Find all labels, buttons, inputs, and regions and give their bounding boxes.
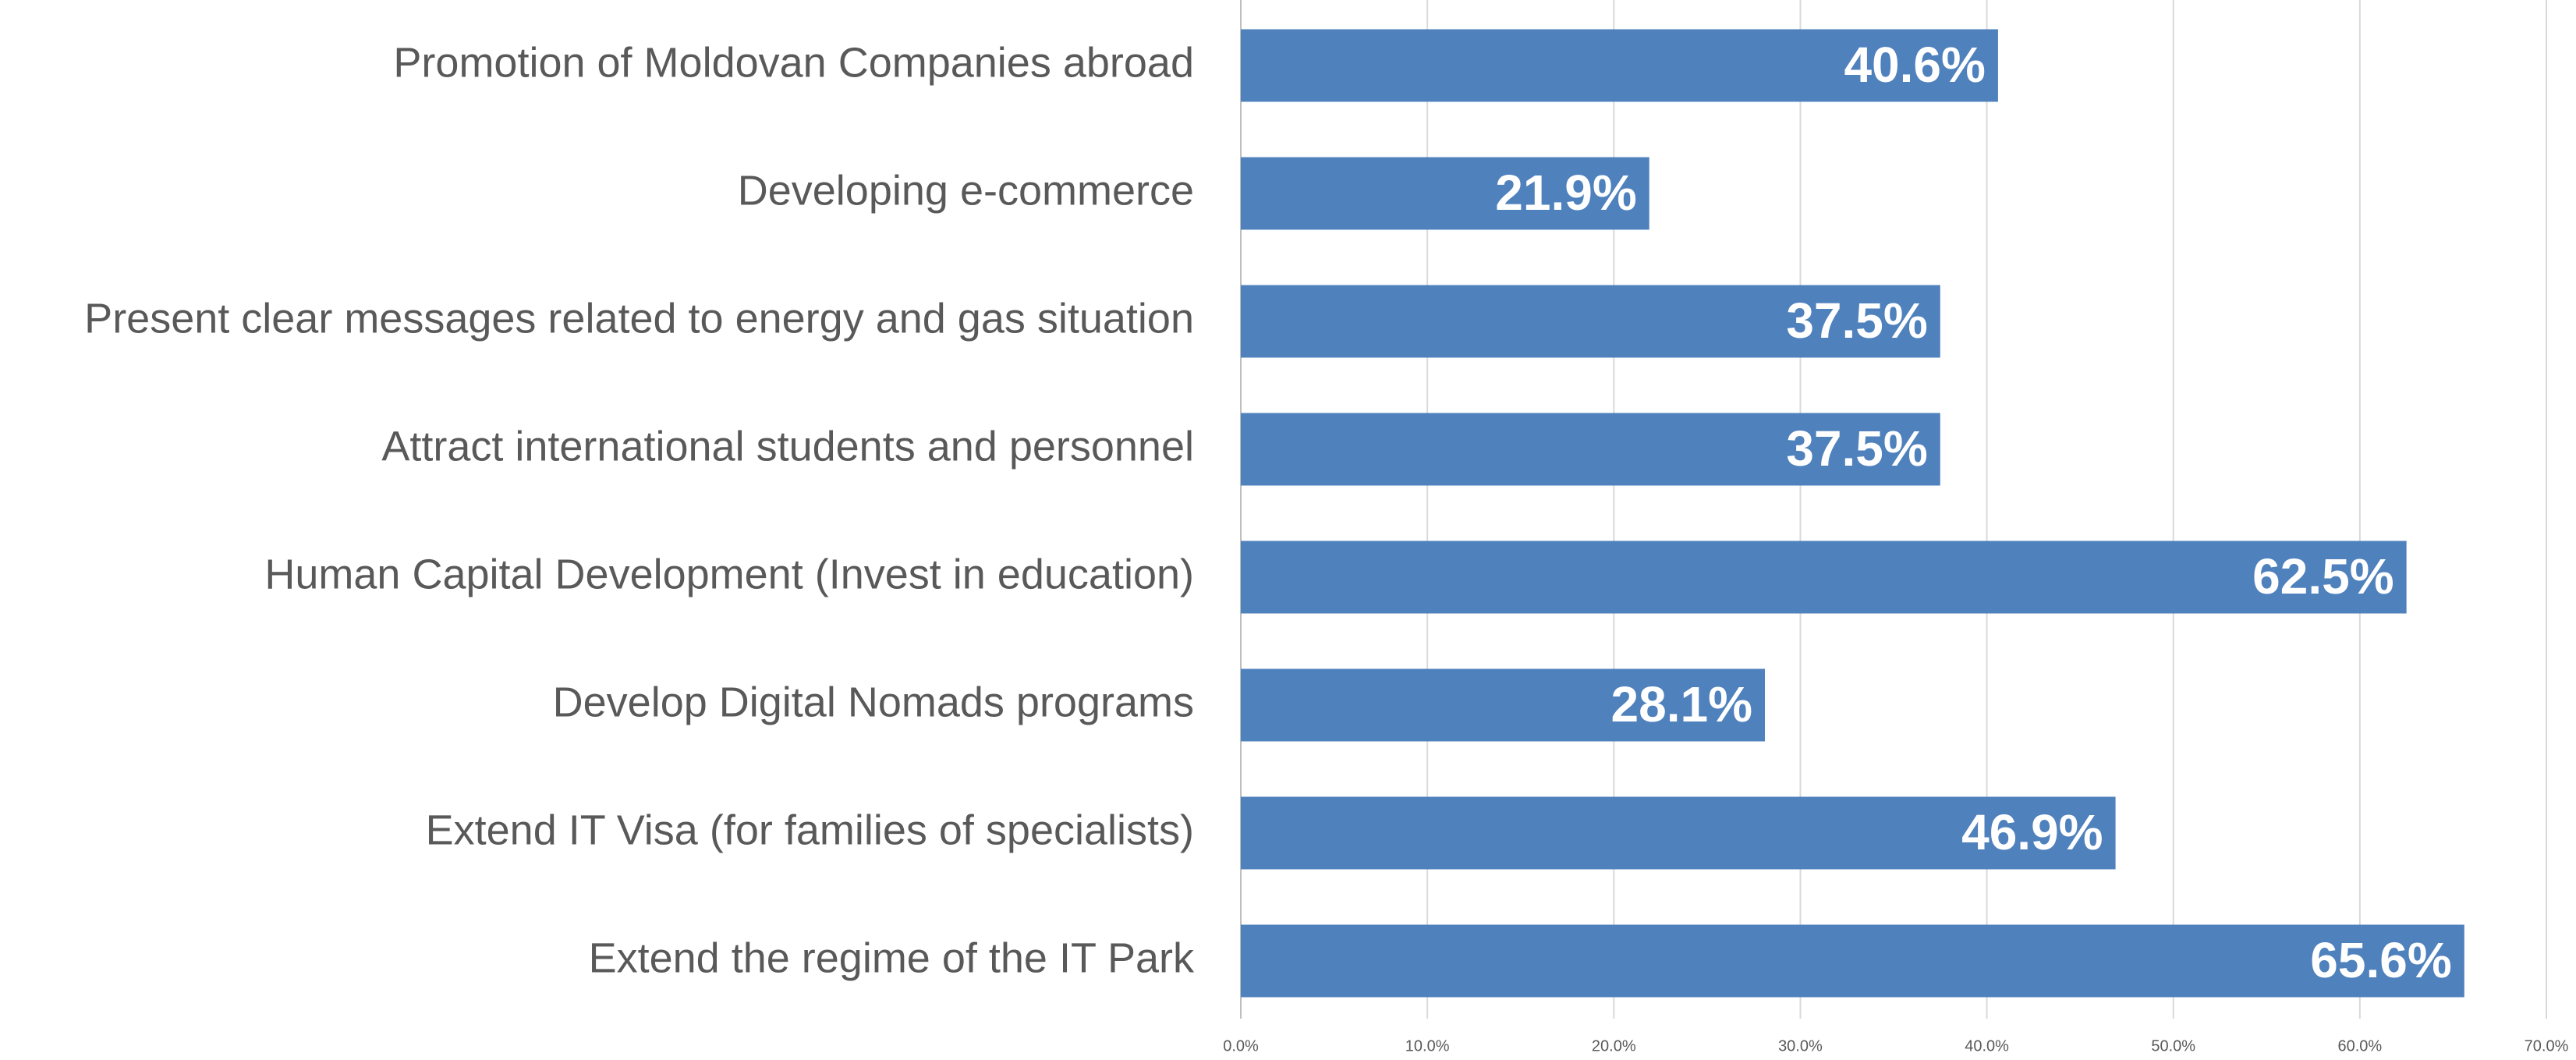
x-tick-label: 40.0% — [1965, 1037, 2009, 1055]
y-tick-label: Developing e-commerce — [738, 167, 1194, 214]
x-tick-label: 50.0% — [2151, 1037, 2195, 1055]
x-tick-label: 10.0% — [1405, 1037, 1450, 1055]
value-label: 37.5% — [1786, 420, 1927, 477]
value-label: 65.6% — [2310, 932, 2451, 988]
x-tick-label: 20.0% — [1592, 1037, 1636, 1055]
x-tick-label: 70.0% — [2525, 1037, 2569, 1055]
value-label: 46.9% — [1961, 804, 2103, 860]
x-tick-label: 30.0% — [1778, 1037, 1823, 1055]
y-tick-label: Extend IT Visa (for families of speciali… — [426, 807, 1194, 853]
value-label: 40.6% — [1844, 37, 1985, 93]
x-tick-label: 60.0% — [2337, 1037, 2382, 1055]
bar — [1241, 413, 1940, 486]
y-tick-label: Present clear messages related to energy… — [84, 295, 1194, 342]
y-tick-label: Develop Digital Nomads programs — [553, 679, 1194, 725]
x-tick-label: 0.0% — [1223, 1037, 1259, 1055]
y-tick-label: Extend the regime of the IT Park — [589, 934, 1195, 981]
bar — [1241, 924, 2464, 998]
value-label: 28.1% — [1611, 676, 1752, 732]
value-label: 21.9% — [1495, 165, 1636, 221]
bar — [1241, 796, 2116, 870]
value-label: 62.5% — [2252, 548, 2394, 604]
bar — [1241, 541, 2407, 614]
bar — [1241, 29, 1998, 102]
y-tick-label: Attract international students and perso… — [381, 423, 1194, 470]
bar — [1241, 668, 1765, 742]
y-tick-label: Human Capital Development (Invest in edu… — [264, 551, 1194, 597]
bar — [1241, 157, 1649, 230]
value-label: 37.5% — [1786, 292, 1927, 349]
bar — [1241, 285, 1940, 358]
y-tick-label: Promotion of Moldovan Companies abroad — [393, 39, 1194, 86]
